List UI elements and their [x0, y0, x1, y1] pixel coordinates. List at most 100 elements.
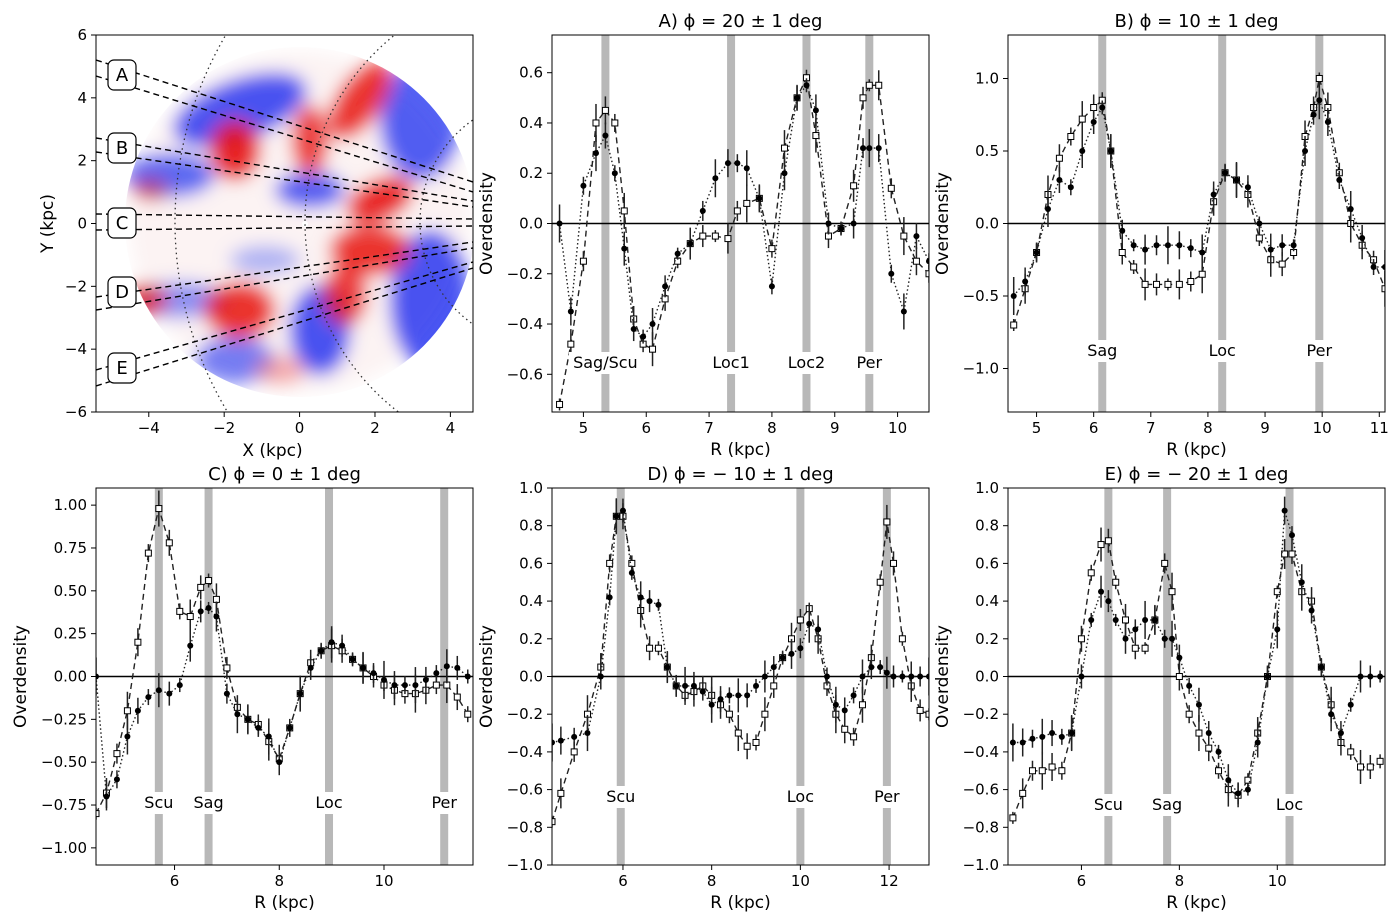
data-point-circle: [1210, 191, 1217, 198]
data-point-circle: [1176, 654, 1183, 661]
y-tick-label: 0.00: [54, 668, 87, 686]
data-point-circle: [556, 220, 563, 227]
data-point-circle: [825, 220, 832, 227]
data-point-circle: [1039, 733, 1046, 740]
data-point-circle: [297, 690, 304, 697]
data-point-circle: [868, 664, 875, 671]
data-point-circle: [781, 170, 788, 177]
data-point-circle: [391, 682, 398, 689]
data-point-circle: [908, 673, 915, 680]
y-tick-label: 1.0: [519, 479, 543, 497]
chart-title: C) ϕ = 0 ± 1 deg: [208, 464, 361, 485]
data-point-square: [646, 644, 654, 652]
map-xtick-label: 2: [370, 419, 380, 437]
y-tick-label: −0.8: [507, 818, 543, 836]
data-point-square: [876, 578, 884, 586]
data-point-circle: [580, 182, 587, 189]
data-point-circle: [1298, 579, 1305, 586]
map-xlabel: X (kpc): [242, 441, 302, 461]
data-point-circle: [318, 647, 325, 654]
data-point-square: [1141, 280, 1149, 288]
data-point-square: [812, 132, 820, 140]
y-tick-label: 0.5: [975, 142, 999, 160]
arm-label-bg: [311, 792, 347, 814]
data-point-circle: [265, 733, 272, 740]
data-point-circle: [412, 682, 419, 689]
arm-label-bg: [426, 792, 462, 814]
series-line-1: [558, 83, 929, 338]
data-point-circle: [877, 664, 884, 671]
data-point-circle: [1099, 104, 1106, 111]
data-point-square: [1104, 537, 1112, 545]
data-point-square: [733, 207, 741, 215]
arm-label: Scu: [1094, 795, 1123, 814]
arm-label-bg: [1301, 340, 1337, 362]
arm-label-bg: [869, 786, 905, 808]
x-tick-label: 8: [767, 419, 777, 437]
y-tick-label: 0.8: [975, 517, 999, 535]
data-point-square: [144, 549, 152, 557]
data-point-square: [1038, 767, 1046, 775]
data-point-circle: [1370, 264, 1377, 270]
y-tick-label: 1.0: [975, 70, 999, 88]
data-point-square: [1315, 75, 1323, 82]
data-point-square: [1357, 763, 1365, 771]
arm-label: Sag: [1087, 341, 1117, 360]
data-point-square: [223, 664, 231, 672]
data-point-square: [186, 613, 194, 621]
data-point-square: [432, 681, 440, 689]
y-tick-label: −0.8: [963, 818, 999, 836]
arm-label: Scu: [144, 793, 173, 812]
data-point-circle: [1367, 673, 1374, 680]
data-point-circle: [734, 160, 741, 167]
data-point-square: [205, 577, 213, 585]
y-tick-label: −0.6: [507, 365, 543, 383]
wedge-label-text: C: [116, 213, 129, 234]
data-point-square: [1141, 644, 1149, 652]
data-point-circle: [850, 692, 857, 699]
data-point-square: [898, 635, 906, 643]
y-tick-label: 0.2: [519, 630, 543, 648]
data-point-circle: [124, 733, 131, 740]
data-point-circle: [1153, 242, 1160, 249]
arm-label: Loc1: [712, 353, 749, 372]
data-point-square: [1255, 234, 1263, 242]
data-point-square: [1187, 278, 1195, 285]
data-point-circle: [1058, 733, 1065, 740]
y-tick-label: 0.2: [519, 164, 543, 182]
x-tick-label: 6: [170, 872, 180, 890]
data-point-circle: [1195, 701, 1202, 708]
data-point-circle: [926, 258, 929, 265]
map-xtick-label: −2: [213, 419, 235, 437]
series-line-0: [1013, 78, 1385, 326]
data-point-square: [556, 400, 564, 408]
x-tick-label: 6: [1089, 419, 1099, 437]
data-point-circle: [1274, 626, 1281, 633]
data-point-square: [1019, 789, 1027, 797]
x-tick-label: 5: [1032, 419, 1042, 437]
data-point-square: [1175, 280, 1183, 288]
data-point-square: [1078, 115, 1086, 123]
x-tick-label: 8: [707, 872, 717, 890]
data-point-circle: [726, 692, 733, 699]
data-point-circle: [860, 145, 867, 152]
data-point-circle: [1382, 264, 1385, 270]
data-point-square: [1130, 263, 1138, 271]
data-point-circle: [797, 645, 804, 652]
data-point-square: [1347, 748, 1355, 756]
data-point-square: [1376, 757, 1384, 765]
series-line-1: [1013, 98, 1385, 297]
wedge-label-d: D: [107, 276, 137, 308]
x-tick-label: 6: [618, 872, 628, 890]
data-point-square: [552, 818, 556, 826]
x-tick-label: 10: [888, 419, 907, 437]
x-tick-label: 8: [1175, 872, 1185, 890]
series-line-1: [552, 509, 929, 744]
data-point-circle: [1235, 790, 1242, 797]
data-point-square: [1288, 550, 1296, 558]
data-point-circle: [592, 150, 599, 157]
data-point-circle: [234, 711, 241, 718]
y-tick-label: 0.25: [54, 625, 87, 643]
data-point-circle: [1288, 532, 1295, 539]
data-point-circle: [454, 664, 461, 671]
